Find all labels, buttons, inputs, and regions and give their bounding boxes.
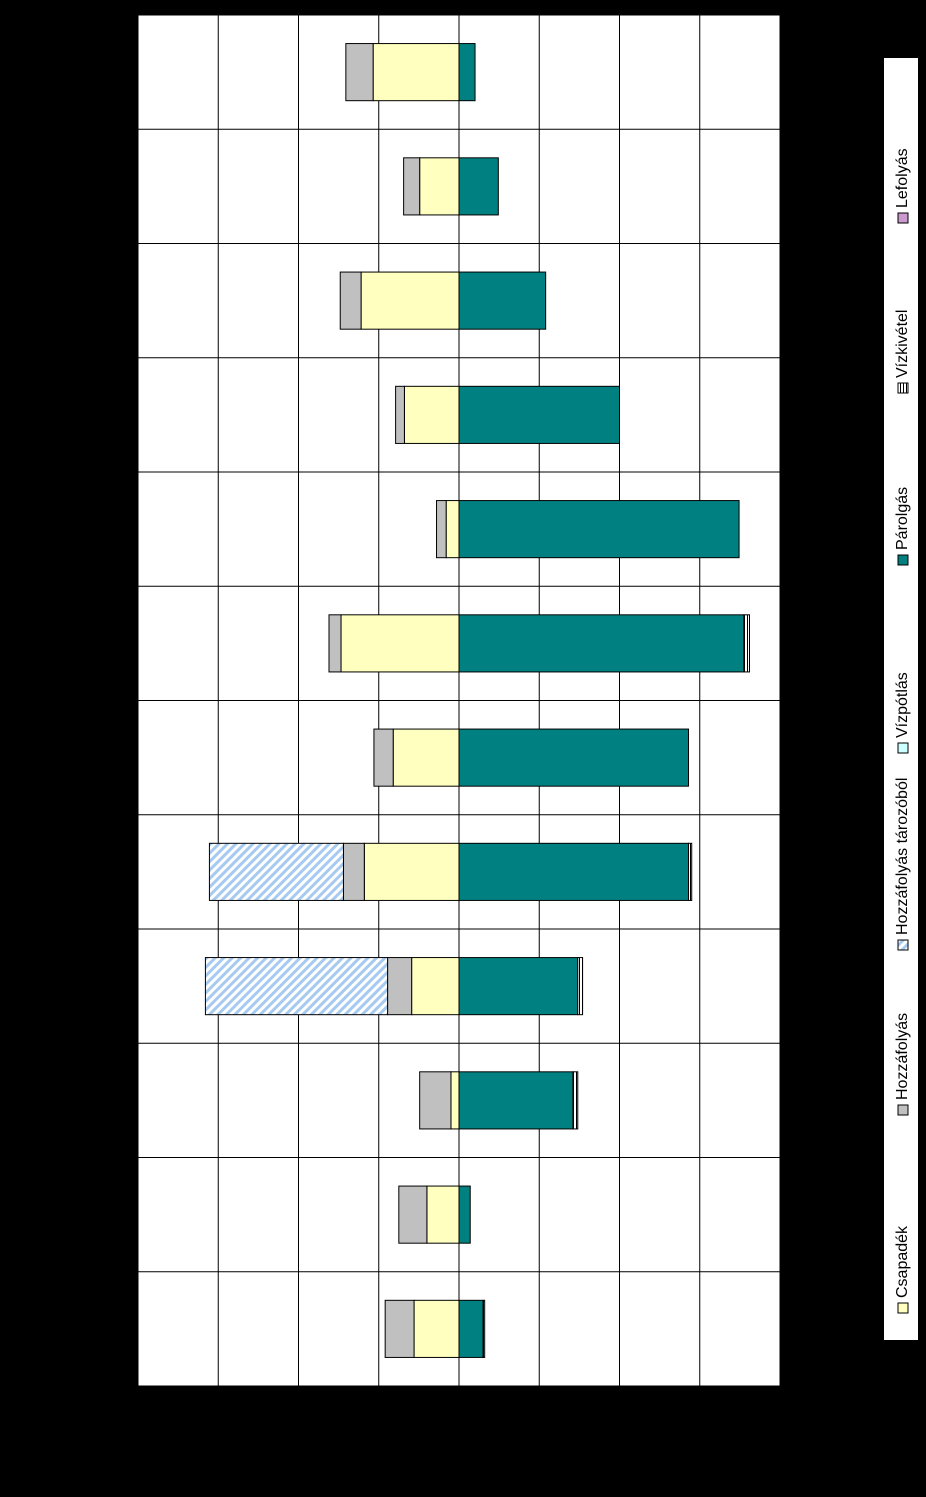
bar-segment <box>436 500 447 559</box>
bar-segment <box>345 43 374 102</box>
bar-segment <box>458 43 476 102</box>
bar-segment <box>577 957 584 1016</box>
bar-segment <box>458 157 499 216</box>
bar-segment <box>419 157 460 216</box>
x-tick-label: -30 <box>207 1393 230 1410</box>
bar-segment <box>419 1071 452 1130</box>
legend-swatch <box>897 1302 909 1314</box>
legend <box>884 58 918 1340</box>
bar-segment <box>743 614 751 673</box>
bar-segment <box>328 614 342 673</box>
bar-segment <box>204 957 389 1016</box>
bar-segment <box>450 1071 460 1130</box>
x-tick-label: -20 <box>287 1393 310 1410</box>
x-tick-label: 30 <box>691 1393 709 1410</box>
bar-segment <box>340 614 460 673</box>
x-tick-label: 20 <box>611 1393 629 1410</box>
bar-segment <box>413 1299 460 1358</box>
bar-segment <box>458 842 690 901</box>
legend-swatch <box>897 554 909 566</box>
legend-label: Vízkivétel <box>894 310 911 378</box>
bar-segment <box>392 728 460 787</box>
legend-label: Vízpótlás <box>894 672 911 738</box>
x-tick-label: 0 <box>455 1393 464 1410</box>
legend-label: Lefolyás <box>894 148 911 208</box>
bar-segment <box>688 842 693 901</box>
bar-segment <box>482 1299 486 1358</box>
bar-segment <box>339 271 362 330</box>
legend-swatch <box>897 382 909 394</box>
bar-segment <box>572 1071 579 1130</box>
bar-segment <box>208 842 344 901</box>
legend-swatch <box>897 1104 909 1116</box>
bar-segment <box>458 500 740 559</box>
x-tick-label: 10 <box>530 1393 548 1410</box>
bar-segment <box>372 43 460 102</box>
bar-segment <box>458 271 547 330</box>
x-tick-label: 40 <box>771 1393 789 1410</box>
bar-segment <box>458 1071 574 1130</box>
legend-label: Párolgás <box>894 487 911 550</box>
x-tick-label: -10 <box>367 1393 390 1410</box>
bar-segment <box>403 385 460 444</box>
legend-swatch <box>897 742 909 754</box>
bar-segment <box>387 957 413 1016</box>
bar-segment <box>363 842 460 901</box>
bar-segment <box>373 728 394 787</box>
bar-segment <box>458 957 579 1016</box>
legend-swatch <box>897 212 909 224</box>
bar-segment <box>342 842 365 901</box>
legend-label: Hozzáfolyás <box>894 1013 911 1100</box>
legend-swatch <box>897 939 909 951</box>
bar-segment <box>458 614 745 673</box>
bar-segment <box>398 1185 428 1244</box>
legend-label: Csapadék <box>894 1225 911 1298</box>
bar-segment <box>458 728 690 787</box>
bar-segment <box>384 1299 415 1358</box>
bar-segment <box>426 1185 460 1244</box>
bar-segment <box>360 271 460 330</box>
bar-segment <box>458 1185 471 1244</box>
bar-segment <box>395 385 405 444</box>
bar-segment <box>458 385 620 444</box>
legend-label: Hozzáfolyás tározóból <box>894 778 911 935</box>
plot-border <box>137 14 781 1387</box>
x-tick-label: -40 <box>126 1393 149 1410</box>
bar-segment <box>403 157 421 216</box>
bar-segment <box>458 1299 484 1358</box>
bar-segment <box>445 500 460 559</box>
bar-segment <box>411 957 460 1016</box>
